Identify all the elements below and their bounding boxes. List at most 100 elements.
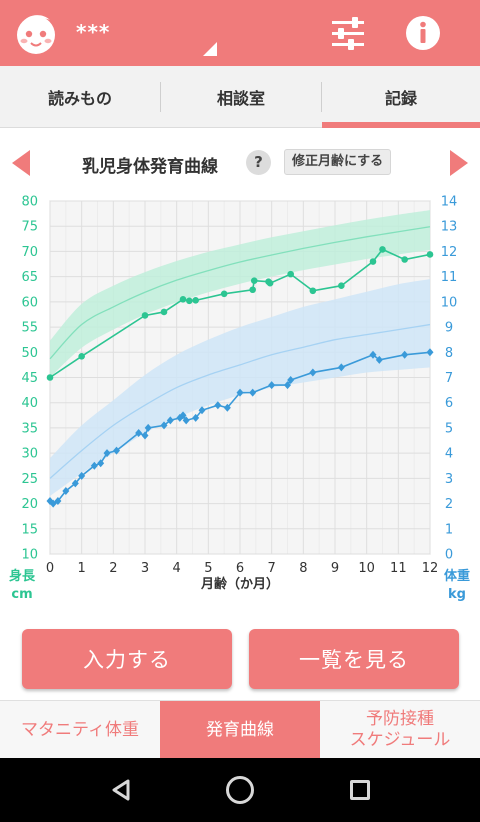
weight-point	[375, 355, 383, 364]
y-left-axis-unit: cm	[11, 587, 32, 602]
x-axis-title: 月齢（か月）	[200, 576, 279, 592]
weight-point	[113, 446, 120, 455]
user-dropdown-icon[interactable]	[203, 42, 217, 56]
y-left-tick-label: 30	[21, 447, 38, 462]
y-left-tick-label: 50	[21, 346, 38, 361]
corrected-age-button[interactable]: 修正月齢にする	[284, 149, 392, 175]
list-button[interactable]: 一覧を見る	[249, 629, 459, 689]
weight-point	[54, 497, 62, 506]
y-left-tick-label: 55	[21, 321, 38, 336]
weight-point	[160, 421, 168, 430]
prev-chart-arrow-icon[interactable]	[12, 150, 30, 176]
y-right-tick-label: 2	[445, 497, 453, 512]
user-name[interactable]: ***	[76, 20, 111, 44]
nav-maternity-weight[interactable]: マタニティ体重	[0, 701, 160, 759]
weight-point	[135, 428, 143, 437]
back-icon[interactable]	[110, 778, 132, 802]
y-right-tick-label: 6	[445, 396, 453, 411]
y-right-tick-label: 13	[441, 220, 458, 235]
weight-point	[223, 403, 231, 412]
tab-reading[interactable]: 読みもの	[0, 66, 160, 128]
help-icon[interactable]: ?	[246, 150, 271, 175]
weight-point	[401, 350, 409, 359]
tab-divider	[160, 82, 161, 112]
weight-point	[166, 416, 174, 425]
chart-title: 乳児身体発育曲線	[82, 157, 218, 177]
x-tick-label: 0	[46, 561, 54, 576]
weight-point	[337, 363, 345, 372]
sliders-icon[interactable]	[328, 15, 368, 51]
y-left-tick-label: 65	[21, 270, 38, 285]
tab-record[interactable]: 記録	[322, 66, 480, 128]
weight-point	[144, 423, 152, 432]
height-point	[379, 246, 386, 253]
x-tick-label: 7	[268, 561, 276, 576]
chart-header: 乳児身体発育曲線 ? 修正月齢にする	[0, 138, 480, 188]
recent-apps-icon[interactable]	[350, 780, 370, 800]
tab-record-label: 記録	[384, 89, 417, 108]
x-tick-label: 4	[173, 561, 181, 576]
y-left-tick-label: 40	[21, 396, 38, 411]
y-left-tick-label: 80	[21, 195, 38, 210]
input-button-label: 入力する	[83, 648, 171, 672]
weight-point	[236, 388, 244, 397]
y-left-tick-label: 35	[21, 421, 38, 436]
baby-face-icon[interactable]	[12, 10, 60, 56]
y-right-axis-unit: kg	[448, 587, 466, 602]
weight-point	[176, 413, 184, 422]
weight-point	[103, 449, 111, 458]
tab-consultation[interactable]: 相談室	[161, 66, 321, 128]
weight-median-line	[49, 323, 431, 479]
y-right-tick-label: 7	[445, 371, 453, 386]
x-tick-label: 9	[331, 561, 339, 576]
system-nav-bar	[0, 758, 480, 822]
weight-point	[141, 431, 149, 440]
x-tick-label: 12	[422, 561, 439, 576]
y-right-tick-label: 3	[445, 472, 453, 487]
weight-point	[284, 381, 291, 390]
y-left-tick-label: 60	[21, 295, 38, 310]
y-right-tick-label: 5	[445, 421, 453, 436]
height-point	[266, 279, 274, 287]
height-point	[78, 353, 85, 360]
height-point	[141, 312, 149, 319]
growth-chart: 1015202530354045505560657075800123456789…	[9, 195, 470, 603]
input-button[interactable]: 入力する	[22, 629, 232, 689]
y-left-tick-label: 25	[21, 472, 38, 487]
height-point	[192, 297, 199, 304]
y-left-tick-label: 45	[21, 371, 38, 386]
height-point	[401, 256, 408, 263]
weight-point	[426, 348, 434, 357]
info-icon[interactable]	[404, 14, 442, 52]
x-tick-label: 8	[299, 561, 307, 576]
y-right-tick-label: 14	[441, 195, 458, 210]
height-point	[426, 251, 434, 258]
y-right-tick-label: 8	[445, 346, 453, 361]
y-right-tick-label: 11	[441, 270, 458, 285]
x-tick-label: 6	[236, 561, 244, 576]
nav-vaccination-label-1: 予防接種	[366, 709, 434, 729]
y-left-tick-label: 75	[21, 220, 38, 235]
home-icon[interactable]	[226, 776, 254, 804]
y-right-tick-label: 1	[445, 522, 453, 537]
height-point	[46, 374, 54, 381]
next-chart-arrow-icon[interactable]	[450, 150, 468, 176]
x-tick-label: 1	[78, 561, 86, 576]
y-left-tick-label: 15	[21, 522, 38, 537]
weight-point	[97, 459, 105, 468]
height-point	[338, 282, 345, 290]
weight-point	[78, 471, 86, 480]
weight-point	[192, 413, 200, 422]
weight-point	[71, 479, 79, 488]
nav-growth-curve[interactable]: 発育曲線	[160, 701, 320, 759]
y-right-axis-title: 体重	[444, 568, 470, 584]
height-point	[249, 286, 256, 294]
weight-point	[198, 406, 206, 415]
y-left-tick-label: 10	[21, 548, 38, 563]
nav-vaccination-schedule[interactable]: 予防接種 スケジュール	[320, 701, 480, 759]
x-tick-label: 5	[204, 561, 212, 576]
weight-point	[90, 461, 98, 470]
weight-point	[268, 381, 276, 390]
weight-point	[62, 486, 70, 495]
weight-point	[182, 416, 190, 425]
